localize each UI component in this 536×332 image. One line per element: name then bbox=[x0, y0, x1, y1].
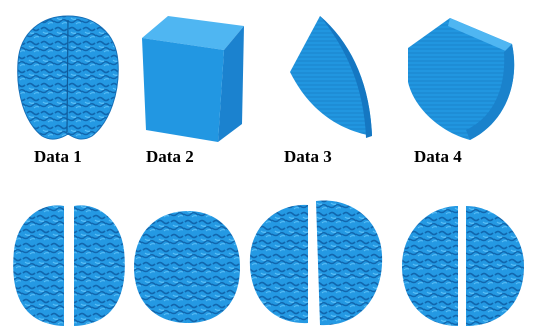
data3-label: Data 3 bbox=[284, 147, 332, 166]
data2-label: Data 2 bbox=[146, 147, 194, 166]
brain-split-mesh-1 bbox=[13, 205, 125, 326]
data2-cube-mesh bbox=[142, 16, 244, 142]
data4-cylinder-mesh bbox=[408, 18, 515, 140]
brain-blob-mesh-2 bbox=[134, 211, 240, 323]
data4-label: Data 4 bbox=[414, 147, 462, 166]
data1-brain-mesh bbox=[17, 15, 119, 140]
brain-split-mesh-4 bbox=[402, 206, 524, 326]
data1-label: Data 1 bbox=[34, 147, 82, 166]
brain-split-mesh-3 bbox=[249, 200, 383, 326]
data3-wedge-mesh bbox=[290, 16, 372, 138]
